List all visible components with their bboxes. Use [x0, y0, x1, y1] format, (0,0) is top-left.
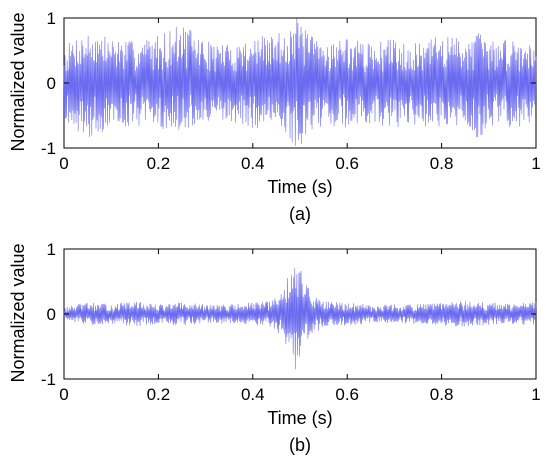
panel-a-xtick-1: 0.2	[147, 154, 171, 173]
panel-a-xtick-0: 0	[59, 154, 68, 173]
chart-panel-a: Normalized value -1 0 1 0 0.2 0.4 0.6 0.…	[8, 9, 541, 224]
panel-a-ytick-1: 0	[47, 74, 56, 93]
panel-b-xtick-4: 0.8	[430, 385, 454, 404]
panel-b-xtick-0: 0	[59, 385, 68, 404]
panel-a-ticks	[63, 17, 537, 149]
panel-a-xlabel: Time (s)	[267, 177, 332, 197]
panel-a-ytick-2: 1	[47, 9, 56, 28]
panel-b-xtick-5: 1	[531, 385, 540, 404]
panel-a-xtick-3: 0.6	[335, 154, 359, 173]
panel-a-signal	[63, 18, 537, 146]
panel-a-ylabel: Normalized value	[8, 12, 28, 151]
panel-b-xtick-3: 0.6	[335, 385, 359, 404]
panel-b-ticks	[63, 248, 537, 380]
panel-b-xtick-2: 0.4	[241, 385, 265, 404]
panel-a-xtick-5: 1	[531, 154, 540, 173]
panel-b-ytick-2: 1	[47, 240, 56, 259]
panel-a-xtick-2: 0.4	[241, 154, 265, 173]
panel-b-ytick-1: 0	[47, 305, 56, 324]
panel-b-xlabel: Time (s)	[267, 408, 332, 428]
chart-panel-b: Normalized value -1 0 1 0 0.2 0.4 0.6 0.…	[8, 240, 541, 455]
signal-line	[63, 18, 537, 146]
panel-b-ylabel: Normalized value	[8, 243, 28, 382]
panel-a-caption: (a)	[289, 204, 311, 224]
panel-b-xtick-1: 0.2	[147, 385, 171, 404]
panel-b-signal	[63, 268, 537, 370]
panel-b-caption: (b)	[289, 435, 311, 455]
signal-line	[63, 268, 537, 370]
panel-a-xtick-4: 0.8	[430, 154, 454, 173]
panel-b-ytick-0: -1	[41, 370, 56, 389]
panel-a-ytick-0: -1	[41, 139, 56, 158]
